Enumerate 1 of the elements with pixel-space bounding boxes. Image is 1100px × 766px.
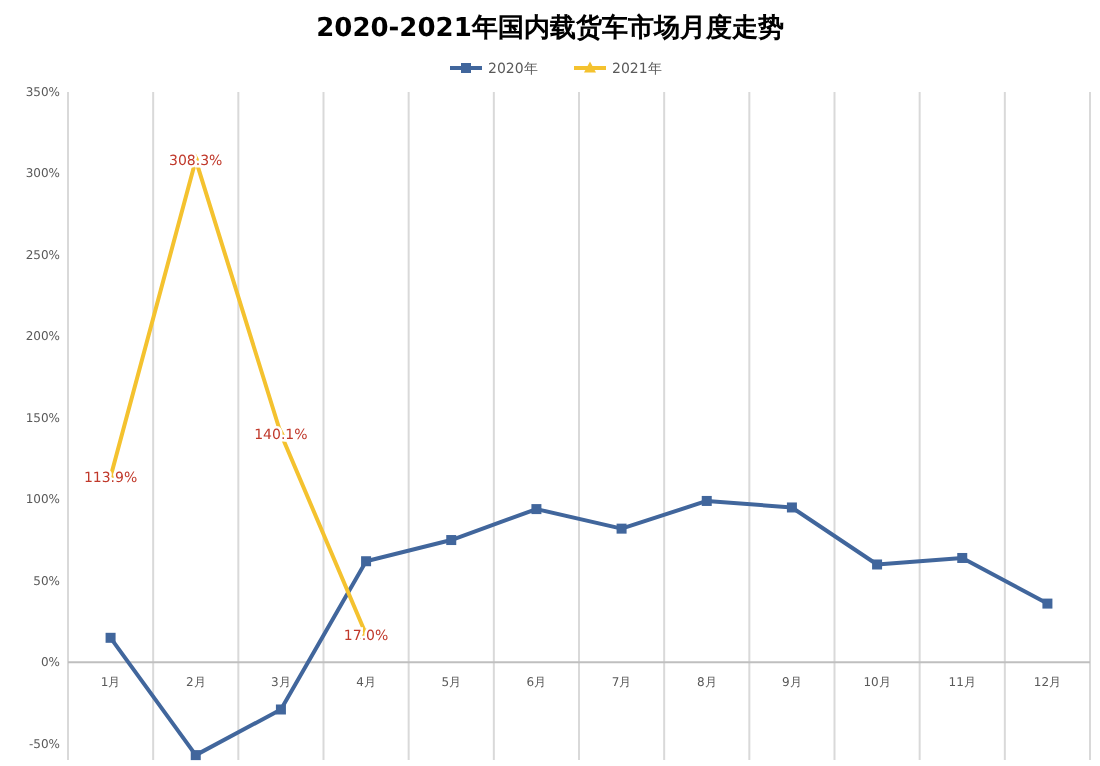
chart-title: 2020-2021年国内载货车市场月度走势 xyxy=(316,12,784,44)
